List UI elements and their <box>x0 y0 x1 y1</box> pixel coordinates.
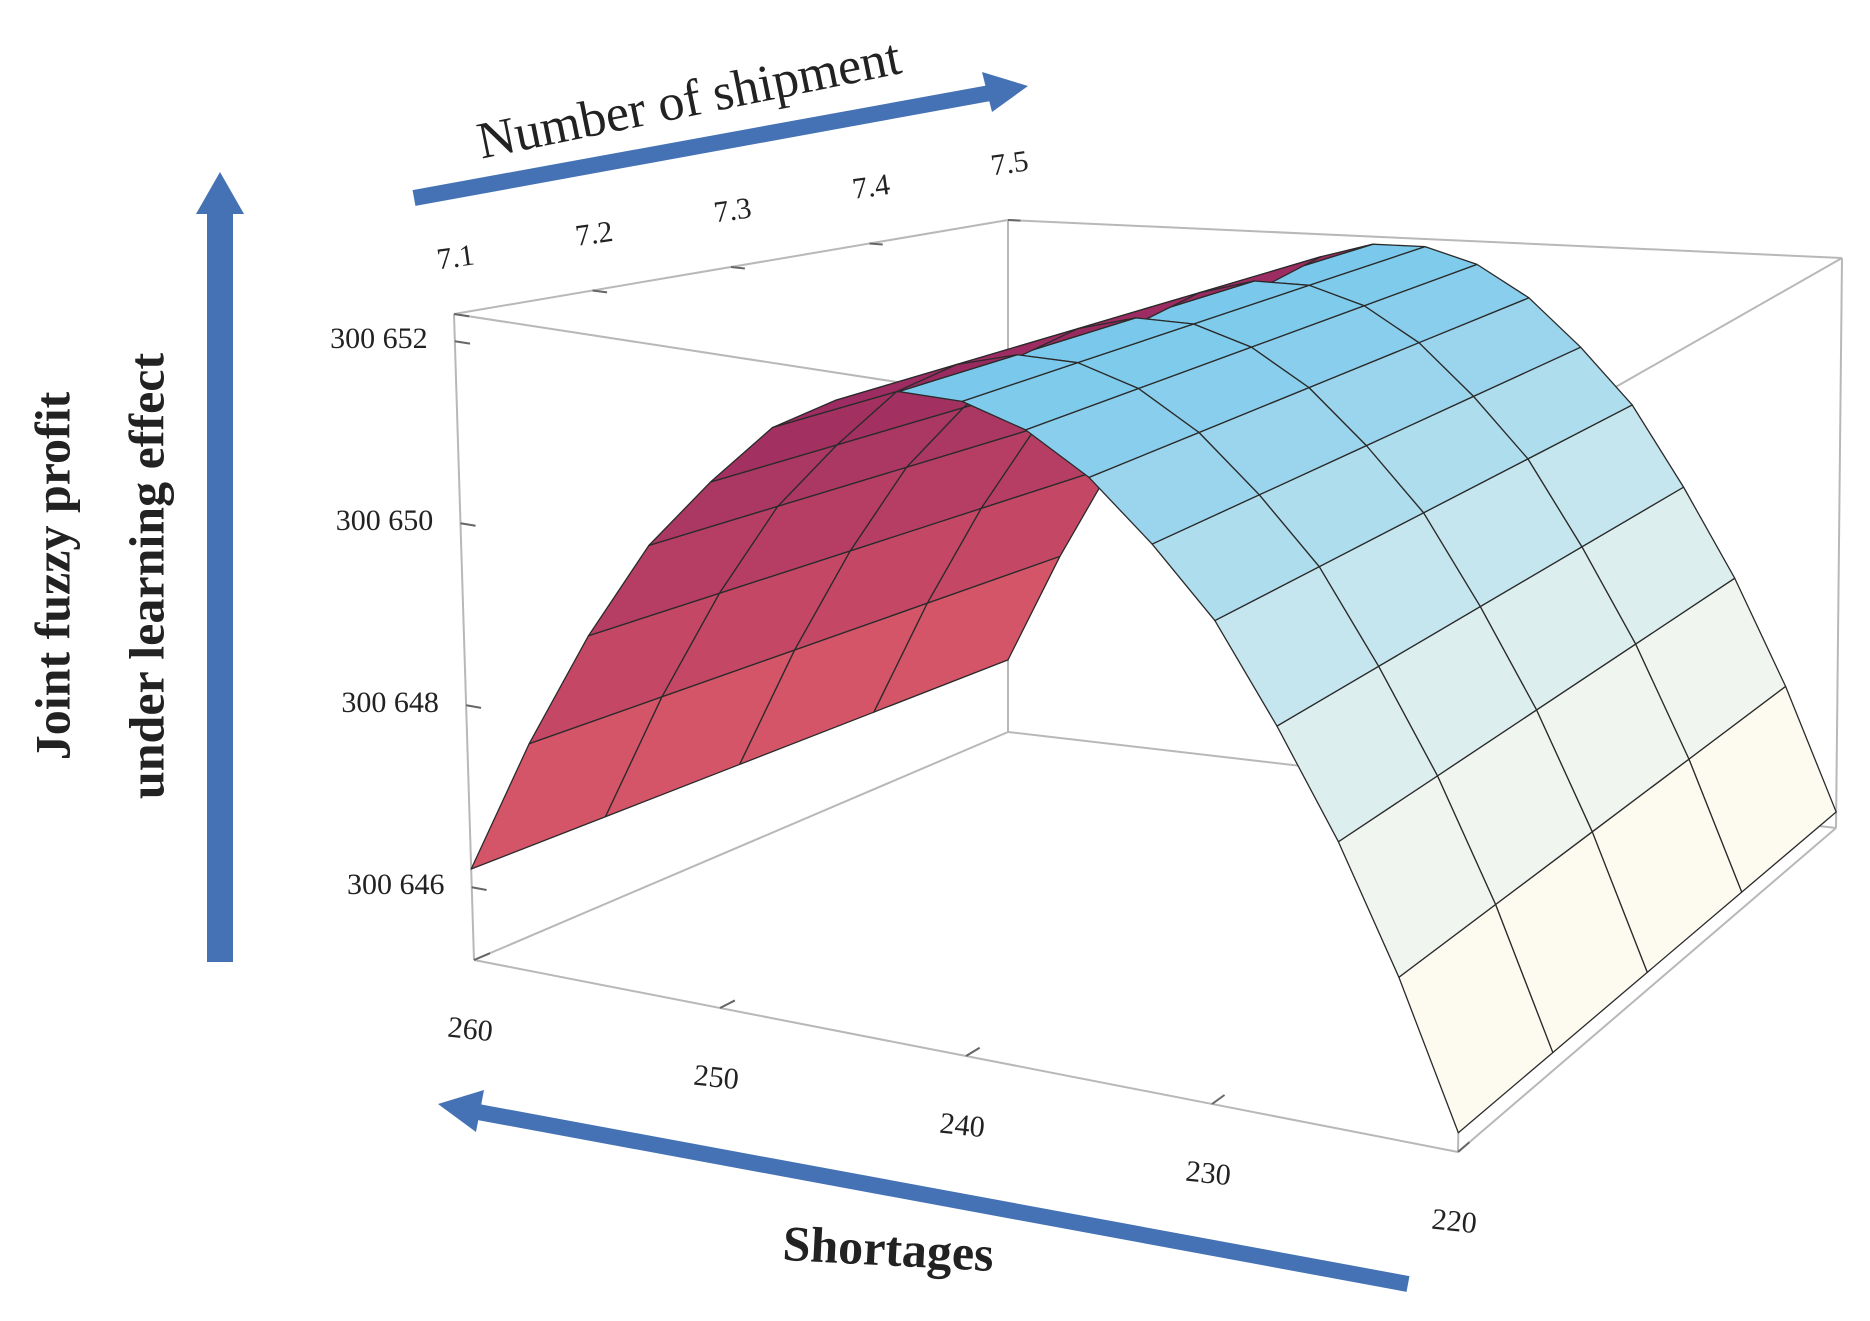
x-tick-label: 7.5 <box>989 144 1031 182</box>
x-arrow-head <box>982 72 1028 112</box>
x-tick-label: 7.1 <box>435 238 477 276</box>
z-tick-label: 300 648 <box>341 686 439 719</box>
y-axis-title: Shortages <box>781 1215 995 1282</box>
y-arrow <box>476 1104 1410 1292</box>
x-tick-label: 7.2 <box>573 215 615 253</box>
z-arrow-head <box>196 172 244 214</box>
x-tick-label: 7.4 <box>850 168 892 206</box>
z-tick <box>465 704 482 709</box>
z-tick-label: 300 652 <box>330 322 428 355</box>
y-tick-label: 250 <box>692 1059 740 1097</box>
z-tick-label: 300 646 <box>347 868 445 901</box>
x-tick <box>730 266 745 270</box>
x-tick <box>453 313 470 318</box>
box-edge <box>1835 257 1843 829</box>
surface <box>470 243 1837 1134</box>
y-tick <box>965 1046 981 1057</box>
x-tick <box>1007 219 1021 222</box>
x-arrow <box>412 85 992 206</box>
box-edge <box>473 731 1009 961</box>
y-tick <box>1457 1141 1470 1153</box>
box-edge <box>453 313 475 961</box>
z-axis-title: Joint fuzzy profit <box>24 391 80 760</box>
ticks: 7.1 7.2 7.3 7.4 7.5 260 250 240 230 220 300 646 300… <box>330 144 1478 1240</box>
y-arrow-head <box>438 1090 484 1132</box>
y-tick <box>1211 1094 1226 1105</box>
y-tick-label: 260 <box>446 1011 494 1049</box>
z-tick-label: 300 650 <box>336 504 434 537</box>
y-tick-label: 240 <box>938 1107 986 1145</box>
y-tick <box>719 999 736 1009</box>
x-tick <box>869 242 883 246</box>
y-tick-label: 220 <box>1430 1203 1478 1241</box>
z-tick <box>454 340 471 345</box>
y-tick <box>473 952 491 961</box>
box-edge <box>1007 219 1843 259</box>
x-tick-label: 7.3 <box>712 191 754 229</box>
arrows <box>196 72 1410 1292</box>
z-tick <box>460 522 476 527</box>
surface-face <box>470 696 663 870</box>
box-edge <box>1457 827 1837 1153</box>
y-tick-label: 230 <box>1184 1155 1232 1193</box>
x-tick <box>592 289 608 294</box>
z-axis-title: under learning effect <box>118 353 174 800</box>
z-tick <box>471 886 487 892</box>
